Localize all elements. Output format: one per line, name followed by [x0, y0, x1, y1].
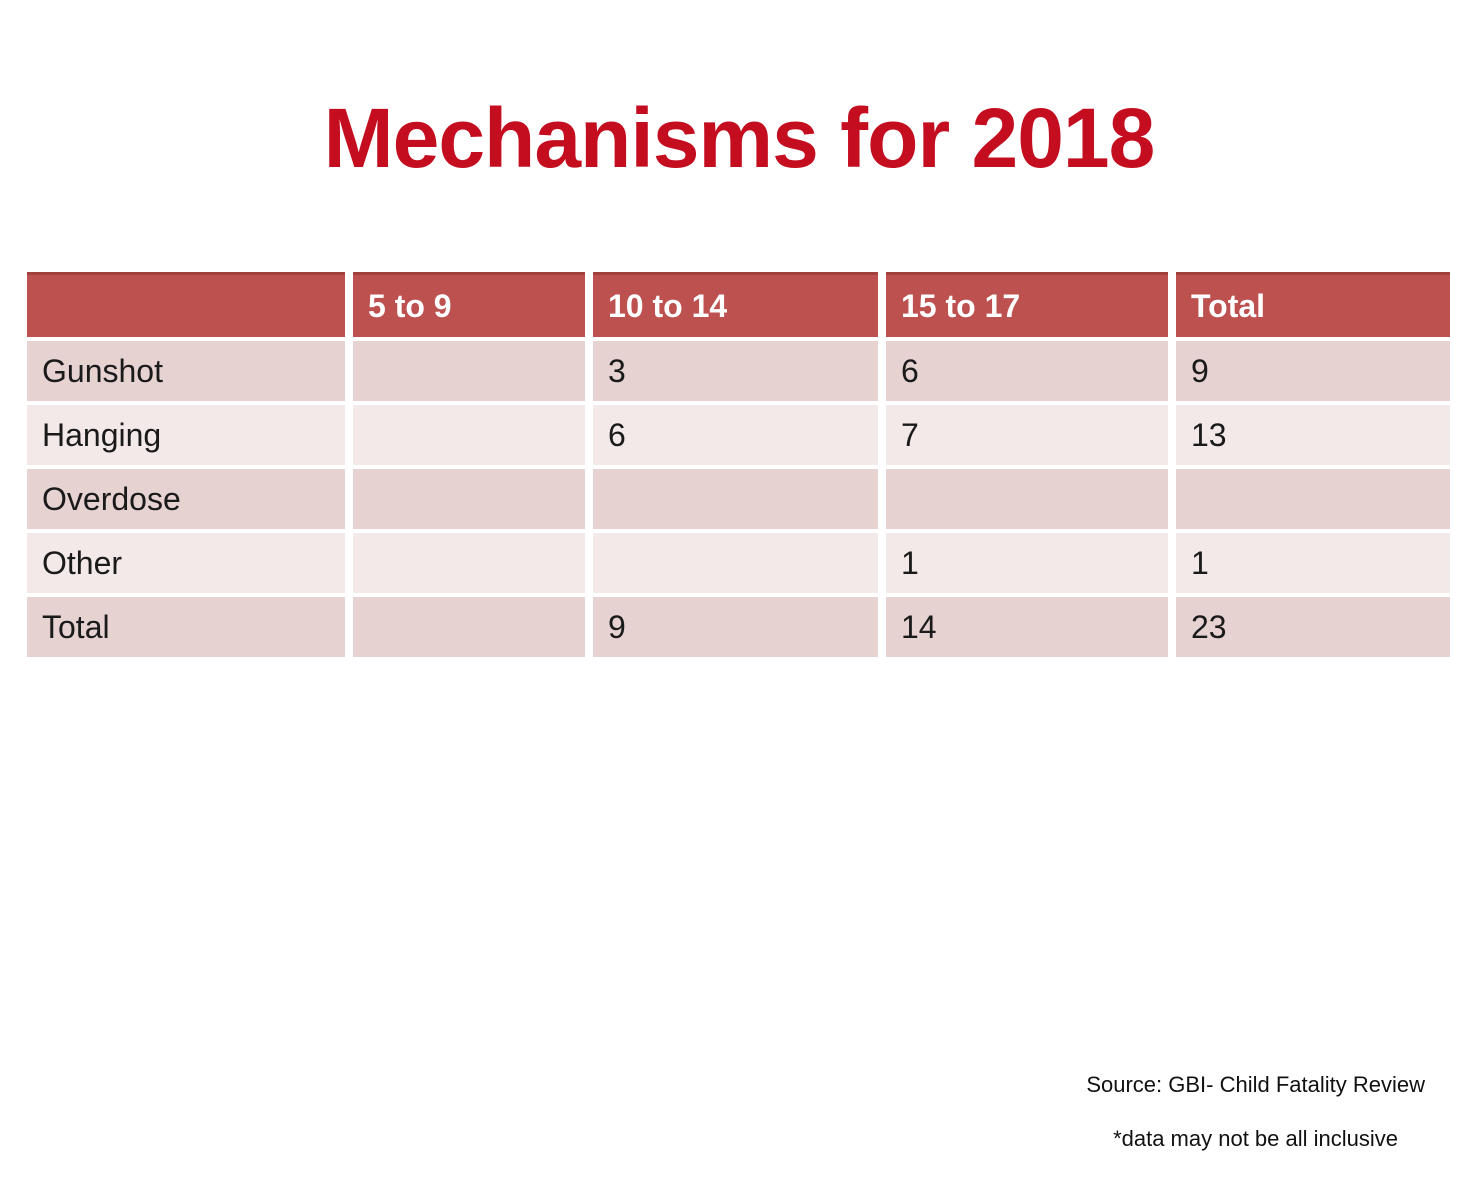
cell-overdose-total: [1176, 469, 1450, 529]
mechanisms-table: 5 to 9 10 to 14 15 to 17 Total Gunshot 3…: [27, 272, 1450, 657]
row-label-gunshot: Gunshot: [27, 341, 345, 401]
cell-overdose-10-to-14: [593, 469, 878, 529]
cell-gunshot-5-to-9: [353, 341, 585, 401]
disclaimer-text: *data may not be all inclusive: [1113, 1126, 1398, 1151]
cell-hanging-15-to-17: 7: [886, 405, 1168, 465]
cell-total-15-to-17: 14: [886, 597, 1168, 657]
cell-hanging-5-to-9: [353, 405, 585, 465]
column-header-blank: [27, 272, 345, 337]
cell-other-15-to-17: 1: [886, 533, 1168, 593]
cell-total-10-to-14: 9: [593, 597, 878, 657]
cell-hanging-total: 13: [1176, 405, 1450, 465]
row-label-other: Other: [27, 533, 345, 593]
cell-hanging-10-to-14: 6: [593, 405, 878, 465]
cell-overdose-5-to-9: [353, 469, 585, 529]
cell-overdose-15-to-17: [886, 469, 1168, 529]
cell-other-total: 1: [1176, 533, 1450, 593]
cell-gunshot-total: 9: [1176, 341, 1450, 401]
column-header-total: Total: [1176, 272, 1450, 337]
cell-gunshot-15-to-17: 6: [886, 341, 1168, 401]
row-label-overdose: Overdose: [27, 469, 345, 529]
column-header-10-to-14: 10 to 14: [593, 272, 878, 337]
column-header-15-to-17: 15 to 17: [886, 272, 1168, 337]
source-text: Source: GBI- Child Fatality Review: [1086, 1072, 1425, 1097]
row-label-hanging: Hanging: [27, 405, 345, 465]
cell-total-total: 23: [1176, 597, 1450, 657]
column-header-5-to-9: 5 to 9: [353, 272, 585, 337]
cell-gunshot-10-to-14: 3: [593, 341, 878, 401]
cell-other-5-to-9: [353, 533, 585, 593]
row-label-total: Total: [27, 597, 345, 657]
cell-other-10-to-14: [593, 533, 878, 593]
cell-total-5-to-9: [353, 597, 585, 657]
page-title: Mechanisms for 2018: [323, 91, 1156, 185]
